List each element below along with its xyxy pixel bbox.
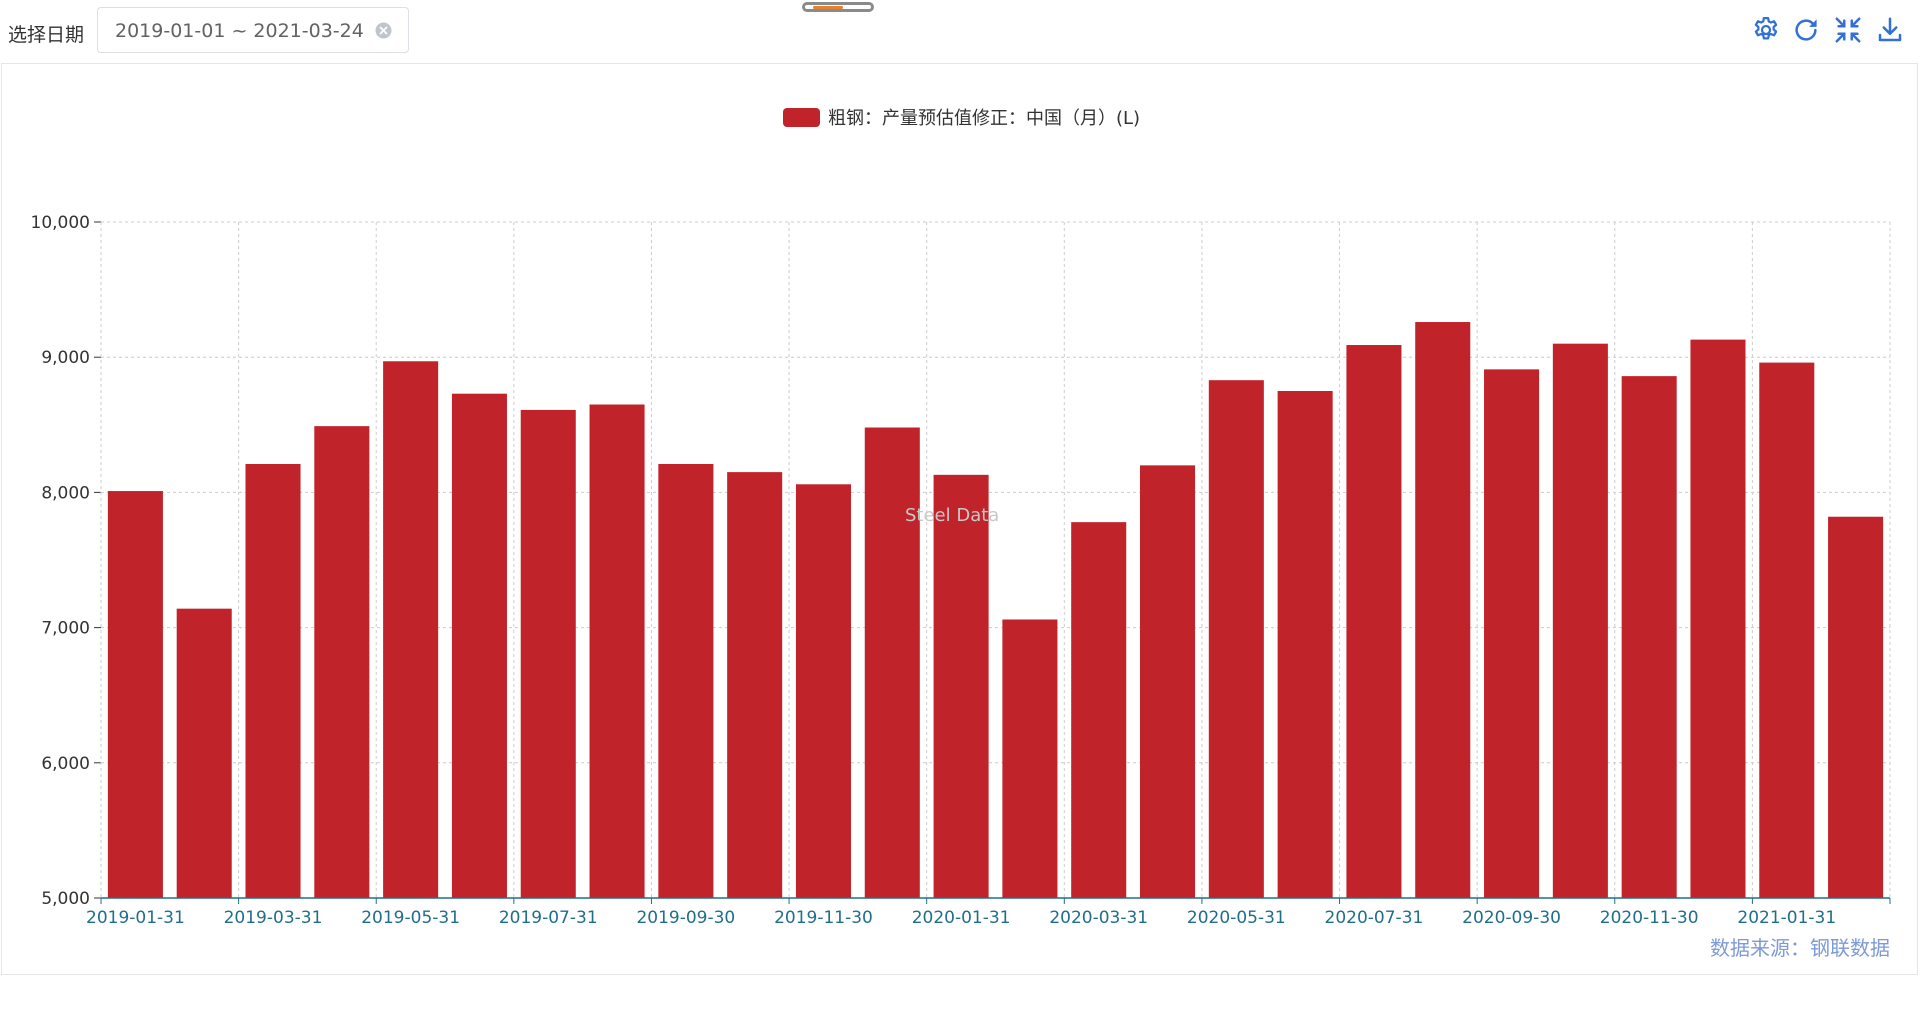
bar-2019-01-31 — [107, 491, 163, 898]
data-source-note: 数据来源：钢联数据 — [1710, 936, 1890, 960]
y-tick-label: 8,000 — [41, 483, 90, 503]
date-range-value: 2019-01-01 ~ 2021-03-24 — [115, 20, 364, 42]
bar-2021-02-28 — [1828, 516, 1884, 898]
date-filter-label: 选择日期 — [8, 24, 85, 46]
bar-2020-08-31 — [1415, 322, 1471, 899]
y-tick-label: 10,000 — [31, 213, 90, 233]
download-icon[interactable] — [1875, 15, 1905, 45]
bar-2019-03-31 — [245, 464, 301, 898]
x-tick-label: 2019-05-31 — [361, 908, 460, 928]
x-tick-label: 2020-11-30 — [1600, 908, 1699, 928]
x-tick-label: 2020-03-31 — [1049, 908, 1148, 928]
bar-2021-01-31 — [1759, 362, 1815, 898]
bar-2020-07-31 — [1346, 345, 1402, 899]
x-tick-label: 2019-09-30 — [636, 908, 735, 928]
bar-2019-02-28 — [176, 608, 232, 898]
y-tick-label: 6,000 — [41, 754, 90, 774]
bar-2020-02-29 — [1002, 619, 1058, 898]
bar-2019-08-31 — [589, 404, 645, 898]
gear-icon[interactable] — [1751, 15, 1781, 45]
bar-2020-12-31 — [1690, 339, 1746, 898]
refresh-icon[interactable] — [1791, 15, 1821, 45]
bar-2020-03-31 — [1071, 522, 1127, 898]
filter-bar: 选择日期 2019-01-01 ~ 2021-03-24 — [0, 0, 1920, 62]
bar-2020-04-30 — [1139, 465, 1196, 898]
bar-2019-05-31 — [383, 361, 439, 899]
watermark: Steel Data — [905, 505, 1000, 526]
bar-2020-06-30 — [1277, 391, 1333, 898]
bar-2019-07-31 — [520, 409, 576, 898]
bar-2019-10-31 — [727, 472, 783, 898]
bar-2019-11-30 — [795, 484, 852, 898]
x-tick-label: 2019-11-30 — [774, 908, 873, 928]
x-tick-label: 2019-03-31 — [224, 908, 323, 928]
bar-2020-01-31 — [933, 474, 989, 898]
x-tick-label: 2020-01-31 — [912, 908, 1011, 928]
y-tick-label: 5,000 — [41, 889, 90, 909]
bar-2020-10-31 — [1552, 343, 1608, 898]
x-tick-label: 2019-01-31 — [86, 908, 185, 928]
bar-2019-12-31 — [864, 427, 920, 898]
bar-2019-06-30 — [451, 393, 507, 898]
legend-label[interactable]: 粗钢：产量预估值修正：中国（月）(L) — [828, 108, 1141, 129]
bar-2020-09-30 — [1484, 369, 1540, 898]
bar-2019-04-30 — [314, 426, 370, 898]
x-tick-label: 2020-05-31 — [1187, 908, 1286, 928]
x-tick-label: 2021-01-31 — [1737, 908, 1836, 928]
x-tick-label: 2020-07-31 — [1325, 908, 1424, 928]
legend-swatch[interactable] — [783, 108, 820, 127]
collapse-icon[interactable] — [1833, 15, 1863, 45]
bar-2020-05-31 — [1208, 380, 1264, 899]
y-tick-label: 7,000 — [41, 619, 90, 639]
x-tick-label: 2020-09-30 — [1462, 908, 1561, 928]
date-range-picker[interactable]: 2019-01-01 ~ 2021-03-24 — [97, 7, 409, 53]
drag-handle-bar — [813, 6, 843, 9]
y-tick-label: 9,000 — [41, 348, 90, 368]
chart-panel — [1, 63, 1918, 975]
bar-2020-11-30 — [1621, 376, 1677, 898]
bar-2019-09-30 — [658, 464, 714, 898]
clear-icon[interactable] — [375, 22, 392, 39]
drag-handle[interactable] — [802, 2, 874, 12]
x-tick-label: 2019-07-31 — [499, 908, 598, 928]
